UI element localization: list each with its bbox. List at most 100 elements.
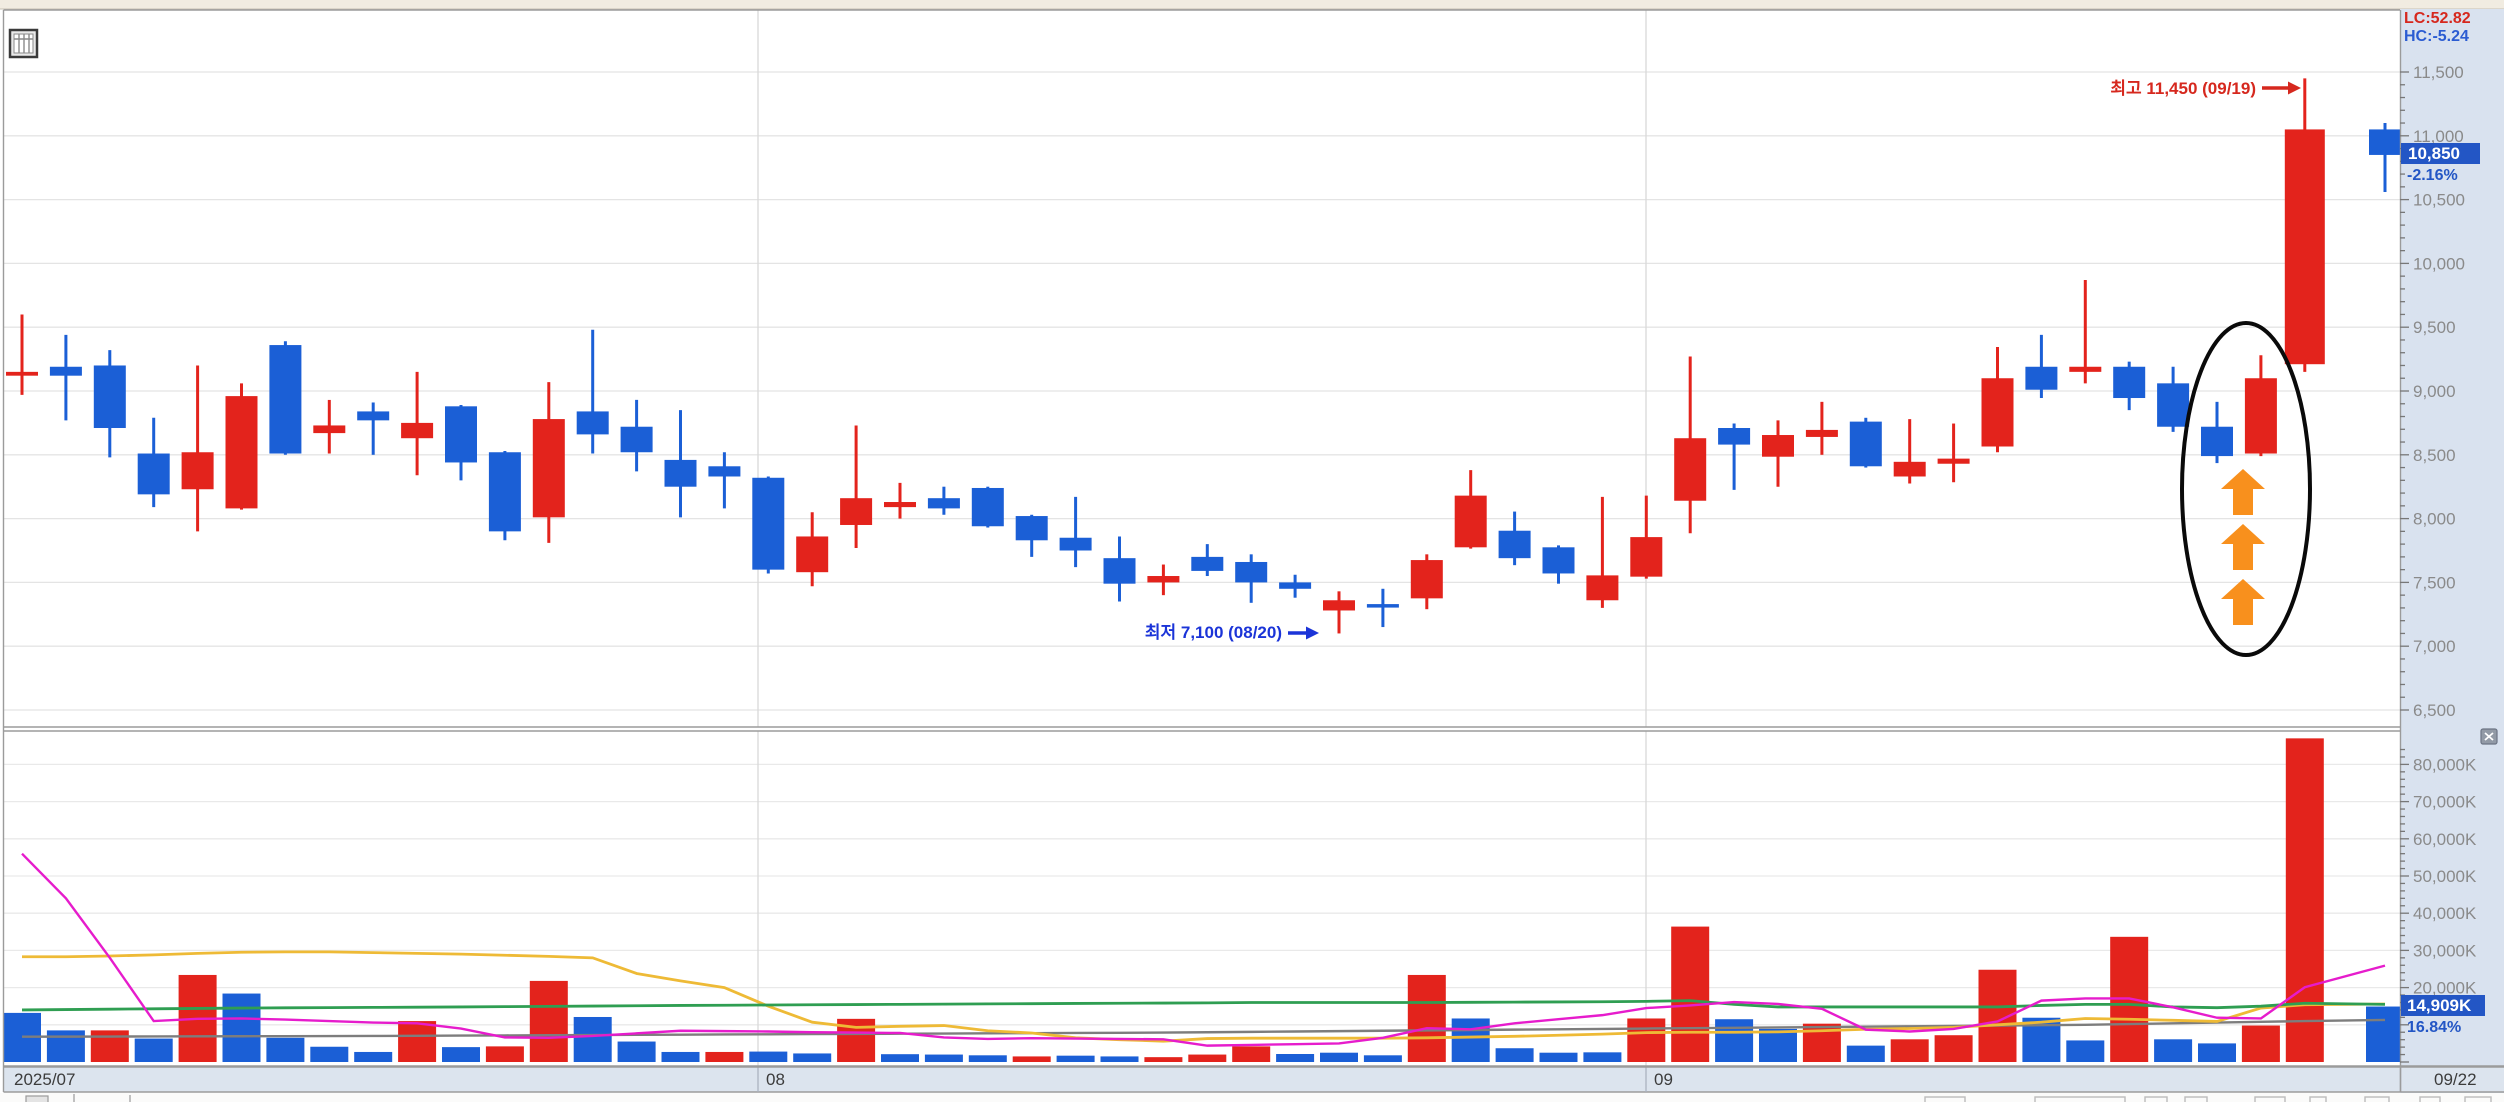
volume-tick-label: 30,000K: [2413, 941, 2477, 960]
volume-bar: [661, 1051, 700, 1062]
candle-body: [1542, 547, 1575, 574]
volume-ma-line: [21, 852, 2386, 1047]
volume-bar: [1671, 926, 1710, 1062]
volume-bar: [924, 1054, 963, 1062]
candle-body: [532, 419, 565, 518]
price-tick-label: 10,000: [2413, 254, 2465, 273]
candle-body: [1366, 604, 1399, 608]
up-arrow-icon: [2221, 524, 2265, 570]
candle-body: [2025, 366, 2058, 390]
date-label-july: 2025/07: [14, 1070, 76, 1089]
candle-body: [1981, 378, 2014, 447]
volume-tick-label: 60,000K: [2413, 830, 2477, 849]
candle-body: [620, 426, 653, 453]
price-axis[interactable]: 11,500 11,000 10,500 10,000 9,500 9,000 8,500 8…: [2400, 63, 2465, 720]
candle-body: [840, 498, 873, 525]
volume-bar: [485, 1046, 524, 1062]
candle-body: [1454, 495, 1487, 548]
price-tick-label: 6,500: [2413, 701, 2456, 720]
candle-body: [708, 466, 741, 477]
volume-bar: [1451, 1018, 1490, 1062]
volume-tick-label: 50,000K: [2413, 867, 2477, 886]
volume-axis[interactable]: 80,000K 70,000K 60,000K 50,000K 40,000K 30,00…: [2400, 748, 2477, 1063]
right-axis-background: [2400, 9, 2504, 1102]
candle-body: [1103, 558, 1136, 584]
volume-bar: [1715, 1019, 1754, 1062]
candle-body: [2069, 366, 2102, 372]
current-price-tag: 10,850: [2401, 143, 2480, 164]
price-tick-label: 9,500: [2413, 318, 2456, 337]
grid-icon[interactable]: [8, 28, 39, 59]
close-icon[interactable]: [2480, 728, 2498, 745]
date-axis[interactable]: [4, 1067, 2400, 1092]
volume-bar: [1232, 1046, 1271, 1062]
candle-body: [1630, 537, 1663, 577]
candle-body: [1937, 458, 1970, 464]
volume-bar: [134, 1038, 173, 1062]
candle-body: [488, 452, 521, 532]
volume-bar: [1276, 1054, 1315, 1062]
price-change-pct: -2.16%: [2407, 167, 2458, 184]
candle-body: [181, 452, 214, 490]
candle-body: [49, 366, 82, 376]
candle-body: [2201, 426, 2233, 457]
volume-bar: [1056, 1055, 1095, 1062]
date-label-aug: 08: [766, 1070, 785, 1089]
low-annotation: 최저 7,100 (08/20): [1144, 623, 1282, 642]
candle-body: [664, 459, 697, 487]
volume-change-pct: 16.84%: [2407, 1019, 2462, 1036]
high-arrow-icon: [2288, 81, 2301, 95]
volume-bar: [1539, 1052, 1578, 1062]
candle-body: [313, 425, 346, 434]
volume-bar: [2066, 1040, 2105, 1062]
candle-body: [137, 453, 170, 495]
volume-bar: [749, 1051, 788, 1062]
volume-bar: [90, 1030, 129, 1062]
volume-bar: [2154, 1039, 2193, 1062]
candle-body: [225, 396, 258, 509]
hc-label: HC:-5.24: [2404, 28, 2469, 45]
volume-bar: [1188, 1054, 1227, 1062]
volume-bar: [1495, 1048, 1534, 1062]
volume-bar: [310, 1046, 349, 1062]
volume-bar: [1759, 1028, 1797, 1062]
high-annotation: 최고 11,450 (09/19): [2110, 79, 2256, 98]
candle-body: [2369, 129, 2400, 155]
volume-bar: [1012, 1056, 1051, 1062]
candle-body: [2113, 366, 2146, 399]
price-tick-label: 7,500: [2413, 573, 2456, 592]
date-label-last: 09/22: [2434, 1070, 2477, 1089]
lc-label: LC:52.82: [2404, 10, 2471, 27]
price-tick-label: 7,000: [2413, 637, 2456, 656]
candle-body: [796, 536, 829, 573]
volume-bar: [2285, 738, 2324, 1062]
up-arrow-icon: [2221, 469, 2265, 515]
volume-bar: [1144, 1057, 1183, 1062]
candle-body: [1015, 516, 1048, 541]
volume-bar: [266, 1037, 305, 1062]
date-label-sep: 09: [1654, 1070, 1673, 1089]
price-tick-label: 11,000: [2413, 127, 2464, 146]
volume-bar: [1407, 974, 1446, 1062]
volume-tick-label: 20,000K: [2413, 979, 2477, 998]
candle-body: [445, 406, 477, 463]
volume-bar: [442, 1047, 480, 1062]
highlight-ellipse: [2180, 321, 2312, 657]
volume-bar: [2366, 1006, 2400, 1062]
candle-body: [357, 411, 390, 421]
candle-body: [1805, 429, 1838, 437]
candle-body: [2284, 129, 2325, 365]
candle-body: [401, 422, 434, 439]
volume-bar: [705, 1051, 744, 1062]
candle-body: [1718, 428, 1751, 445]
candle-body: [2244, 378, 2277, 454]
volume-bar: [2198, 1043, 2236, 1062]
candle-body: [1235, 561, 1268, 583]
volume-bar: [529, 980, 568, 1062]
candle-body: [2157, 383, 2190, 427]
candle-body: [927, 498, 960, 509]
volume-tick-label: 80,000K: [2413, 755, 2477, 774]
candlesticks: [6, 78, 2400, 634]
